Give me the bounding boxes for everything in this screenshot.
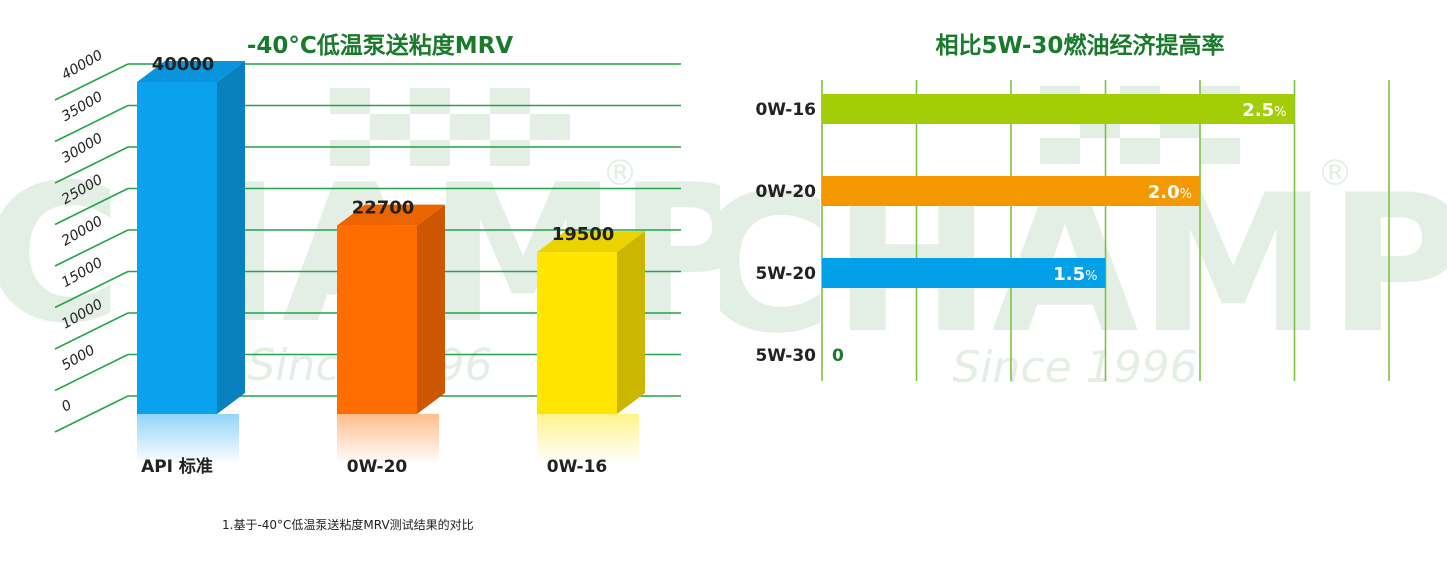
watermark-registered-mark: ®: [602, 153, 638, 194]
bar-rect: [822, 176, 1200, 206]
bar-top-face: [337, 204, 445, 226]
reflection-fade: [535, 414, 643, 464]
fuel-economy-chart-plot: CHAMP ® Since 1996 0W-16 2.5% 0W-20 2.0% 5W-…: [720, 80, 1447, 393]
mrv-footnote: 1.基于-40°C低温泵送粘度MRV测试结果的对比: [222, 518, 474, 532]
bar-0W-16: 0W-16 2.5%: [755, 94, 1295, 124]
y-category-label: 5W-20: [755, 264, 816, 284]
bar-value-label: 1.5%: [1053, 264, 1097, 285]
x-category-label: 0W-16: [547, 457, 608, 477]
grid-diagonal: [54, 353, 129, 392]
bar-value-label: 22700: [352, 198, 415, 219]
bar-side-face: [217, 61, 245, 414]
watermark-checker-pattern: [330, 88, 570, 166]
y-category-label: 0W-20: [755, 182, 816, 202]
bar-value-label: 2.0%: [1148, 182, 1192, 203]
grid-diagonal: [54, 63, 129, 101]
grid-diagonal: [54, 312, 129, 350]
reflection-fade: [335, 414, 443, 464]
grid-diagonal: [54, 104, 129, 143]
mrv-chart-plot: CHAMP ® Since 1996 050001000015000200002…: [0, 47, 720, 477]
bar-top-face: [537, 231, 645, 253]
bar-0W-20: 0W-20 2.0%: [755, 176, 1200, 206]
bar-0W-16: 19500 0W-16: [535, 224, 645, 477]
mrv-bars: 40000 API 标准 22700 0W-20 19500 0W-16: [135, 54, 645, 477]
bar-value-label: 0: [832, 346, 844, 366]
fuel-economy-chart-title: 相比5W-30燃油经济提高率: [935, 33, 1225, 59]
mrv-chart-title: -40°C低温泵送粘度MRV: [246, 33, 514, 59]
bar-top-face: [137, 61, 245, 82]
watermark-tagline: Since 1996: [952, 342, 1197, 393]
watermark-registered-mark: ®: [1317, 153, 1353, 194]
bar-5W-30: 5W-30 0: [755, 346, 844, 366]
mrv-chart-panel: -40°C低温泵送粘度MRV CHAMP ® Since 1996 050001…: [0, 0, 720, 567]
x-category-label: API 标准: [141, 456, 213, 477]
bar-rect: [822, 258, 1106, 288]
grid-diagonal: [54, 395, 129, 433]
bar-front-face: [337, 225, 417, 414]
y-tick-label: 0: [59, 397, 75, 415]
bar-API 标准: 40000 API 标准: [135, 54, 245, 477]
y-category-label: 5W-30: [755, 346, 816, 366]
bar-value-label: 19500: [552, 224, 615, 245]
bar-0W-20: 22700 0W-20: [335, 198, 445, 477]
grid-diagonal: [54, 229, 129, 267]
grid-diagonal: [54, 146, 129, 184]
bar-front-face: [137, 82, 217, 414]
bar-5W-20: 5W-20 1.5%: [755, 258, 1106, 288]
fuel-economy-bars: 0W-16 2.5% 0W-20 2.0% 5W-20 1.5% 5W-30 0: [755, 94, 1295, 366]
y-category-label: 0W-16: [755, 100, 816, 120]
bar-value-label: 40000: [152, 54, 215, 75]
x-category-label: 0W-20: [347, 457, 408, 477]
brand-watermark: CHAMP ® Since 1996: [720, 86, 1447, 393]
grid-diagonal: [54, 270, 129, 309]
fuel-economy-chart-panel: 相比5W-30燃油经济提高率 CHAMP ® Since 1996 0W-16 2…: [720, 0, 1447, 567]
grid-diagonal: [54, 187, 129, 226]
bar-rect: [822, 94, 1295, 124]
bar-side-face: [617, 231, 645, 414]
bar-side-face: [417, 204, 445, 414]
bar-front-face: [537, 252, 617, 414]
reflection-fade: [135, 414, 243, 464]
fuel-economy-grid: [821, 80, 1390, 381]
bar-value-label: 2.5%: [1242, 100, 1286, 121]
